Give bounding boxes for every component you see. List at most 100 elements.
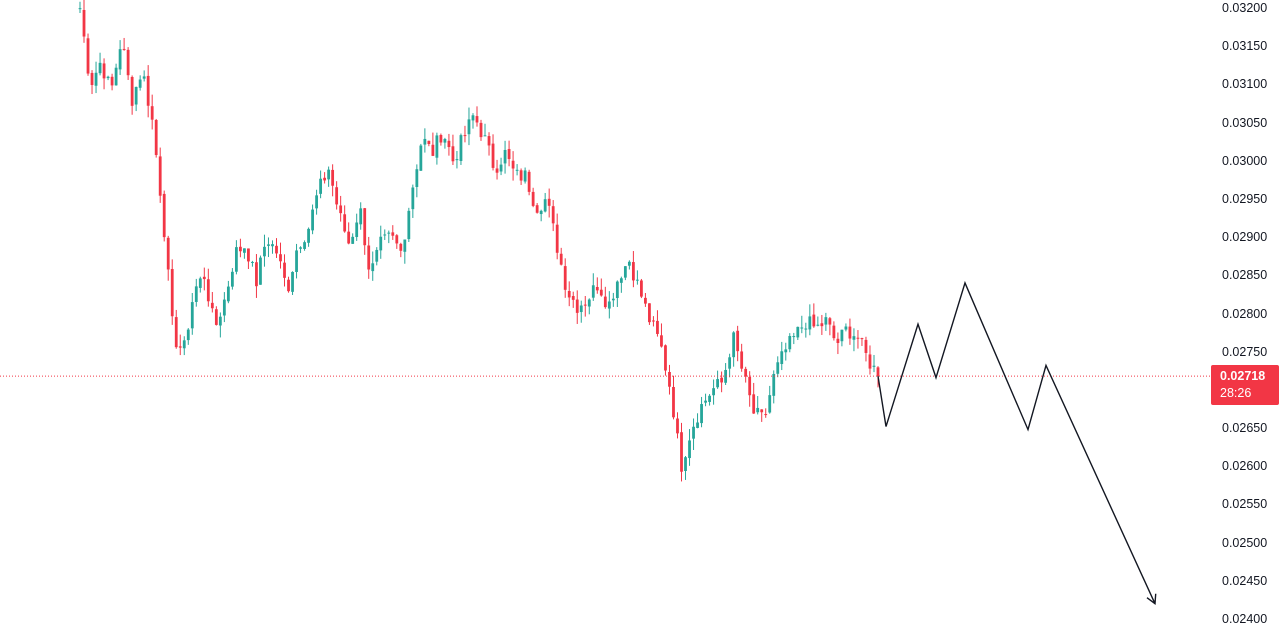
candle-down <box>287 279 290 292</box>
candle-down <box>595 286 599 291</box>
candle-up <box>623 266 627 278</box>
candle-down <box>864 339 868 353</box>
price-tick-label: 0.02450 <box>1222 573 1268 588</box>
candle-up <box>579 305 583 313</box>
candle-down <box>154 120 158 156</box>
candle-up <box>704 400 707 403</box>
candle-up <box>712 388 715 396</box>
candle-up <box>627 261 631 266</box>
chart-area[interactable] <box>0 0 1210 639</box>
candle-down <box>158 156 162 196</box>
candle-up <box>251 261 254 263</box>
candle-up <box>218 316 222 326</box>
candle-up <box>844 326 848 330</box>
price-tick-label: 0.02900 <box>1222 230 1268 245</box>
candle-down <box>599 289 603 296</box>
candle-down <box>748 376 752 396</box>
candle-down <box>603 296 607 308</box>
candle-down <box>495 168 499 173</box>
candle-down <box>583 304 587 306</box>
candle-down <box>547 198 551 206</box>
candle-up <box>467 119 471 135</box>
candle-up <box>635 279 639 281</box>
candle-up <box>784 349 788 353</box>
candle-up <box>539 210 543 215</box>
candle-down <box>491 143 495 168</box>
candle-down <box>644 297 647 304</box>
candle-down <box>571 296 575 300</box>
last-price-value: 0.02718 <box>1220 369 1266 383</box>
candle-up <box>134 86 138 105</box>
candle-up <box>587 299 591 307</box>
candle-up <box>840 329 844 342</box>
candle-up <box>607 301 611 309</box>
candle-up <box>780 351 784 365</box>
price-tick-label: 0.02650 <box>1222 421 1268 436</box>
candle-up <box>243 248 246 253</box>
candle-down <box>487 136 491 146</box>
candle-down <box>399 243 403 251</box>
candle-down <box>335 187 339 205</box>
candle-down <box>876 367 880 377</box>
price-chart[interactable] <box>0 0 1210 639</box>
candle-up <box>311 209 314 231</box>
candle-down <box>736 330 740 352</box>
price-tick-label: 0.03050 <box>1222 115 1268 130</box>
candle-up <box>295 250 298 272</box>
candle-up <box>700 404 703 424</box>
candle-down <box>86 38 90 74</box>
candle-up <box>772 373 776 396</box>
candle-up <box>768 395 772 413</box>
candle-up <box>327 169 331 180</box>
candle-down <box>531 191 535 206</box>
candle-down <box>174 317 178 348</box>
candle-down <box>110 76 114 86</box>
projection-path-group[interactable] <box>877 280 1157 606</box>
candle-down <box>347 231 351 244</box>
candle-down <box>82 9 86 37</box>
candle-down <box>828 318 832 325</box>
price-tick-label: 0.02600 <box>1222 459 1268 474</box>
candle-down <box>395 235 399 244</box>
candle-down <box>740 351 744 369</box>
candle-down <box>648 303 651 323</box>
candle-up <box>684 457 687 471</box>
candle-up <box>499 164 503 172</box>
candle-up <box>190 302 194 329</box>
candle-down <box>431 144 435 156</box>
price-axis[interactable]: 0.03200 0.03150 0.03100 0.03050 0.03000 0.029… <box>1210 0 1280 639</box>
candle-down <box>206 279 210 302</box>
candle-down <box>720 377 724 383</box>
candle-up <box>403 239 407 252</box>
candle-down <box>535 205 539 213</box>
candle-down <box>162 193 166 238</box>
candle-up <box>471 115 475 121</box>
candle-down <box>856 337 860 339</box>
candle-down <box>126 49 130 76</box>
candle-up <box>299 247 302 249</box>
candle-up <box>78 8 82 10</box>
candle-up <box>728 357 732 369</box>
candle-down <box>283 262 286 278</box>
candle-up <box>271 244 274 247</box>
price-tick-label: 0.02500 <box>1222 535 1268 550</box>
candle-up <box>543 199 547 212</box>
candle-up <box>788 336 792 350</box>
candle-up <box>355 222 359 238</box>
candle-up <box>800 327 804 329</box>
candle-up <box>383 234 387 236</box>
price-tick-label: 0.02550 <box>1222 497 1268 512</box>
candle-down <box>90 72 94 85</box>
candle-up <box>796 326 800 338</box>
candle-down <box>210 302 214 309</box>
candle-up <box>515 169 519 171</box>
candle-down <box>447 140 451 148</box>
candle-up <box>98 62 102 74</box>
candle-down <box>567 290 571 298</box>
projection-path[interactable] <box>877 280 1156 605</box>
candle-up <box>503 149 507 164</box>
price-tick-label: 0.02400 <box>1222 612 1268 626</box>
candle-down <box>391 232 395 236</box>
candle-down <box>463 135 467 137</box>
candle-up <box>692 426 695 439</box>
